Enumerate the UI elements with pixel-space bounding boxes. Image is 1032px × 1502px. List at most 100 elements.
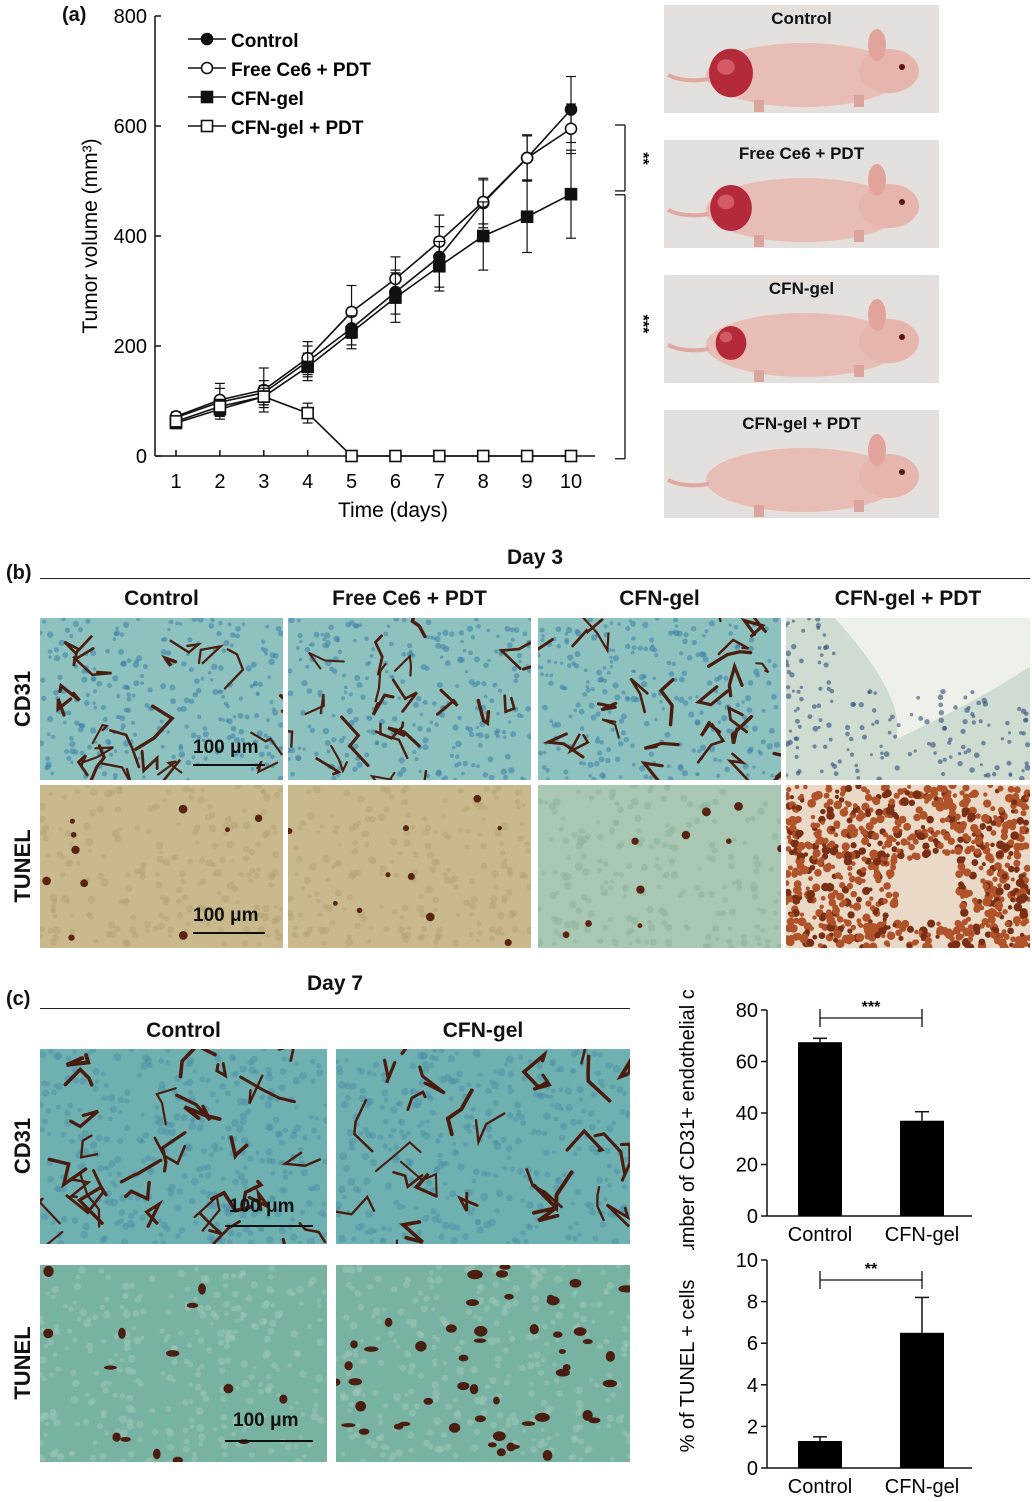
- cell: [406, 925, 412, 931]
- nucleus: [239, 1211, 247, 1219]
- nucleus: [278, 630, 283, 637]
- apoptotic-cell: [104, 1365, 117, 1370]
- nucleus: [353, 638, 357, 643]
- nucleus: [826, 686, 831, 691]
- cell: [757, 941, 762, 947]
- nucleus: [683, 632, 689, 638]
- cell: [100, 854, 106, 860]
- cell: [420, 934, 426, 939]
- cell: [516, 804, 522, 810]
- nucleus: [397, 696, 402, 700]
- cell: [617, 806, 625, 814]
- cell: [278, 787, 283, 793]
- cell: [600, 888, 608, 897]
- nucleus: [425, 773, 431, 779]
- nucleus: [462, 1233, 469, 1240]
- nucleus: [51, 734, 56, 739]
- nucleus: [397, 770, 404, 777]
- cell: [291, 931, 298, 938]
- row-header: TUNEL: [10, 1326, 35, 1400]
- nucleus: [126, 692, 132, 698]
- nucleus: [157, 1218, 163, 1224]
- nucleus: [259, 1227, 265, 1233]
- cell: [41, 824, 49, 832]
- apoptotic-cell: [990, 820, 997, 826]
- cell: [374, 1275, 382, 1283]
- nucleus: [493, 1068, 498, 1074]
- cell: [163, 896, 171, 904]
- nucleus: [844, 724, 851, 731]
- cell: [178, 870, 186, 878]
- apoptotic-cell: [825, 912, 833, 920]
- apoptotic-cell: [868, 926, 877, 935]
- cell: [594, 1383, 600, 1389]
- apoptotic-cell: [869, 896, 874, 901]
- nucleus: [960, 728, 966, 734]
- nucleus: [186, 1078, 194, 1086]
- nucleus: [227, 1239, 233, 1244]
- nucleus: [101, 771, 108, 777]
- apoptotic-cell: [1002, 908, 1008, 915]
- cell: [731, 837, 737, 843]
- cell: [465, 828, 471, 834]
- cell: [709, 855, 717, 863]
- nucleus: [487, 1133, 493, 1139]
- nucleus: [429, 1109, 437, 1116]
- nucleus: [545, 768, 550, 773]
- nucleus: [609, 660, 614, 664]
- cell: [119, 1429, 128, 1438]
- apoptotic-cell: [971, 859, 979, 866]
- cell: [248, 878, 253, 883]
- apoptotic-cell: [869, 905, 876, 911]
- vessel-stain: [79, 1173, 101, 1228]
- cell: [288, 913, 295, 922]
- nucleus: [605, 1061, 613, 1070]
- cell: [316, 1338, 325, 1347]
- y-tick-label: 600: [114, 116, 147, 138]
- cell: [528, 1353, 533, 1359]
- cell: [75, 1421, 81, 1427]
- nucleus: [358, 1068, 365, 1075]
- nucleus: [471, 762, 476, 768]
- nucleus: [535, 1129, 542, 1136]
- cell: [292, 925, 298, 931]
- apoptotic-cell: [820, 808, 826, 815]
- cell: [752, 854, 760, 861]
- nucleus: [278, 722, 283, 728]
- apoptotic-cell: [828, 840, 836, 848]
- nucleus: [427, 1062, 435, 1069]
- nucleus: [326, 749, 331, 754]
- apoptotic-cell: [1013, 849, 1020, 856]
- apoptotic-cell: [980, 825, 985, 830]
- cell: [334, 889, 342, 897]
- vessel-stain: [580, 1049, 587, 1065]
- nucleus: [549, 1058, 557, 1066]
- cell: [348, 825, 356, 832]
- cell: [123, 1294, 128, 1300]
- cell: [529, 1381, 534, 1387]
- nucleus: [203, 756, 208, 761]
- cell: [119, 1393, 126, 1399]
- data-point: [389, 449, 402, 463]
- nucleus: [94, 1079, 100, 1085]
- vessel-stain: [445, 1088, 474, 1137]
- apoptotic-cell: [846, 882, 854, 890]
- cell: [156, 855, 164, 864]
- nucleus: [432, 701, 437, 706]
- nucleus: [272, 709, 279, 716]
- cell: [507, 1329, 513, 1334]
- cell: [183, 785, 191, 793]
- cell: [677, 891, 684, 899]
- mouse-ear: [868, 29, 886, 61]
- nucleus: [322, 1212, 327, 1218]
- cell: [276, 1393, 281, 1398]
- apoptotic-cell: [799, 912, 805, 917]
- nucleus: [160, 637, 165, 642]
- y-tick-label: 2: [747, 1416, 758, 1438]
- cell: [304, 931, 311, 937]
- apoptotic-cell: [959, 902, 967, 910]
- nucleus: [930, 741, 936, 748]
- nucleus: [586, 1202, 595, 1210]
- cell: [660, 795, 667, 802]
- cell: [76, 1316, 82, 1322]
